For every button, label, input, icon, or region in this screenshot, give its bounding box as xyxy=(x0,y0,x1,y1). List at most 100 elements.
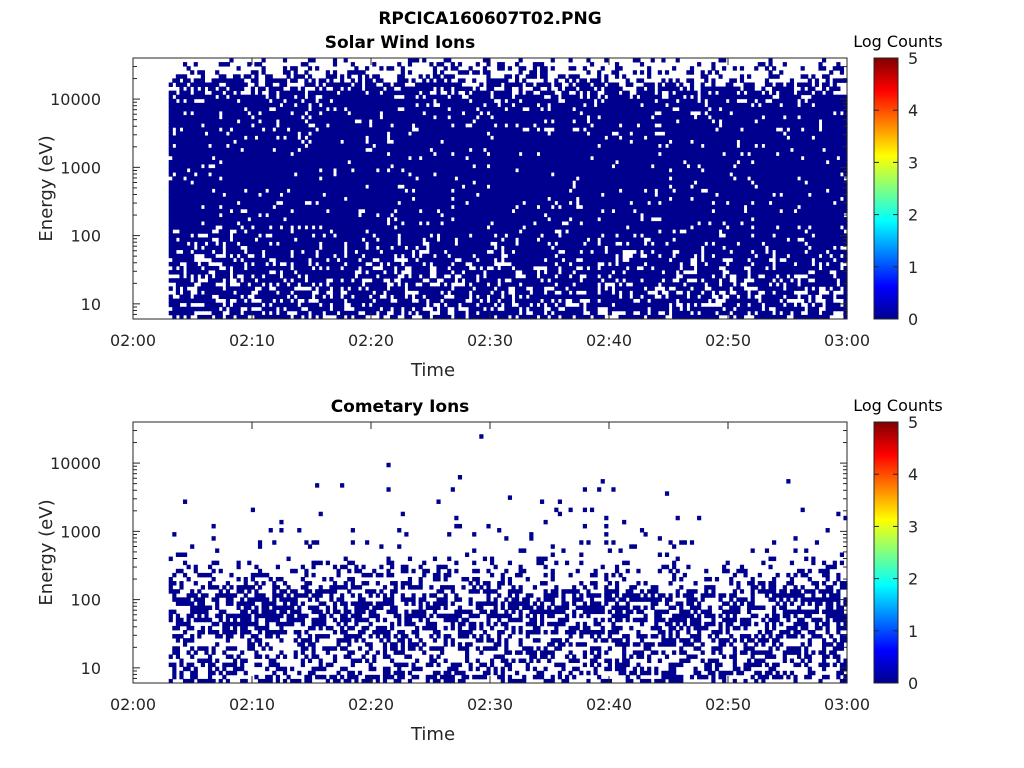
heatmap-cell xyxy=(404,151,409,157)
heatmap-cell xyxy=(329,261,334,267)
heatmap-cell xyxy=(436,290,441,295)
heatmap-cell xyxy=(350,159,355,165)
heatmap-cell xyxy=(265,249,270,255)
heatmap-cell xyxy=(340,217,345,222)
heatmap-cell xyxy=(182,294,188,300)
heatmap-cell xyxy=(190,159,195,165)
heatmap-cell xyxy=(422,176,427,181)
heatmap-cell xyxy=(486,261,491,267)
heatmap-cell xyxy=(450,102,455,108)
heatmap-cell xyxy=(411,111,416,116)
heatmap-cell xyxy=(461,151,466,157)
heatmap-cell xyxy=(204,225,209,230)
heatmap-cell xyxy=(236,314,241,320)
heatmap-cell xyxy=(518,298,523,304)
heatmap-cell xyxy=(190,188,195,193)
heatmap-cell xyxy=(211,278,216,283)
heatmap-cell xyxy=(215,143,220,149)
heatmap-cell xyxy=(190,123,195,128)
heatmap-cell xyxy=(336,204,341,210)
heatmap-cell xyxy=(332,102,338,108)
heatmap-cell xyxy=(279,155,284,161)
heatmap-cell xyxy=(300,229,305,234)
heatmap-cell xyxy=(461,274,466,279)
heatmap-cell xyxy=(325,196,330,202)
heatmap-cell xyxy=(225,290,230,295)
heatmap-cell xyxy=(465,221,470,226)
heatmap-cell xyxy=(211,147,216,153)
heatmap-cell xyxy=(272,265,277,271)
heatmap-cell xyxy=(229,200,234,206)
heatmap-cell xyxy=(311,241,316,246)
heatmap-cell xyxy=(365,257,370,263)
heatmap-cell xyxy=(207,221,213,226)
heatmap-cell xyxy=(200,168,205,173)
heatmap-cell xyxy=(243,282,248,287)
heatmap-cell xyxy=(250,135,255,140)
heatmap-cell xyxy=(465,119,470,124)
heatmap-cell xyxy=(186,159,191,165)
heatmap-cell xyxy=(400,298,405,304)
heatmap-cell xyxy=(422,302,427,308)
heatmap-cell xyxy=(472,115,477,120)
heatmap-cell xyxy=(390,159,395,165)
heatmap-cell xyxy=(257,131,263,136)
heatmap-cell xyxy=(168,221,173,226)
heatmap-cell xyxy=(290,102,295,108)
heatmap-cell xyxy=(225,62,230,67)
heatmap-cell xyxy=(436,253,441,259)
heatmap-cell xyxy=(518,192,523,198)
heatmap-cell xyxy=(472,200,477,206)
heatmap-cell xyxy=(336,200,341,206)
heatmap-cell xyxy=(357,192,363,198)
heatmap-cell xyxy=(400,241,405,246)
heatmap-cell xyxy=(250,147,255,153)
heatmap-cell xyxy=(361,270,366,275)
heatmap-cell xyxy=(382,200,388,206)
heatmap-cell xyxy=(179,196,184,202)
heatmap-cell xyxy=(386,265,391,271)
heatmap-cell xyxy=(329,131,334,136)
heatmap-cell xyxy=(265,286,270,291)
heatmap-cell xyxy=(354,82,359,87)
heatmap-cell xyxy=(290,66,295,71)
heatmap-cell xyxy=(507,66,513,71)
heatmap-cell xyxy=(450,111,455,116)
heatmap-cell xyxy=(490,196,495,202)
heatmap-cell xyxy=(493,78,498,83)
heatmap-cell xyxy=(332,58,338,63)
heatmap-cell xyxy=(432,168,438,173)
heatmap-cell xyxy=(315,192,320,198)
heatmap-cell xyxy=(232,159,238,165)
heatmap-cell xyxy=(236,123,241,128)
heatmap-cell xyxy=(482,233,488,238)
heatmap-cell xyxy=(486,155,491,161)
heatmap-cell xyxy=(247,131,252,136)
heatmap-cell xyxy=(254,123,259,128)
heatmap-cell xyxy=(454,86,459,92)
heatmap-cell xyxy=(340,208,345,214)
heatmap-cell xyxy=(290,200,295,206)
heatmap-cell xyxy=(397,127,402,132)
heatmap-cell xyxy=(175,131,181,136)
heatmap-cell xyxy=(382,172,388,177)
heatmap-cell xyxy=(511,229,516,234)
heatmap-cell xyxy=(311,102,316,108)
heatmap-cell xyxy=(325,172,330,177)
heatmap-cell xyxy=(232,241,238,246)
heatmap-cell xyxy=(465,282,470,287)
heatmap-cell xyxy=(522,159,527,165)
heatmap-cell xyxy=(511,278,516,283)
heatmap-cell xyxy=(400,233,405,238)
heatmap-cell xyxy=(522,115,527,120)
heatmap-cell xyxy=(240,253,245,259)
heatmap-cell xyxy=(382,196,388,202)
heatmap-cell xyxy=(404,90,409,96)
heatmap-cell xyxy=(475,62,480,67)
heatmap-cell xyxy=(168,94,173,100)
heatmap-cell xyxy=(293,147,298,153)
heatmap-cell xyxy=(472,102,477,108)
heatmap-cell xyxy=(265,168,270,173)
heatmap-cell xyxy=(386,302,391,308)
heatmap-cell xyxy=(229,123,234,128)
